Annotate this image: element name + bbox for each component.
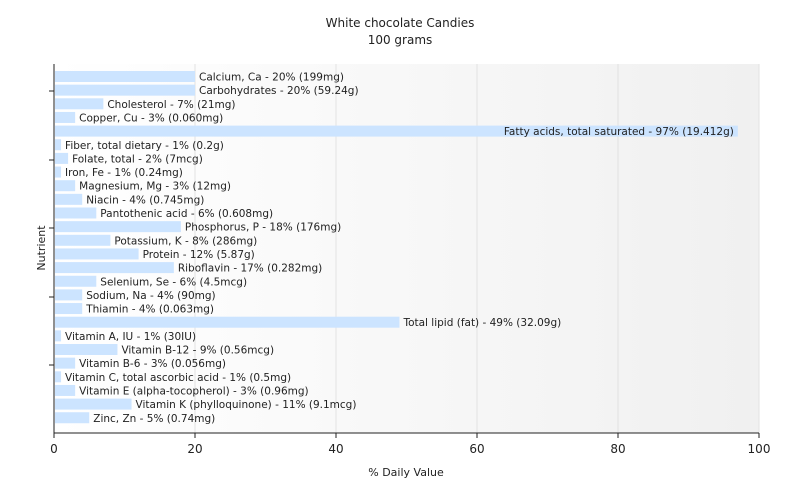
bar-label: Fiber, total dietary - 1% (0.2g) — [65, 140, 224, 152]
bar-label: Niacin - 4% (0.745mg) — [86, 194, 204, 206]
bar — [55, 84, 195, 96]
bar-label: Iron, Fe - 1% (0.24mg) — [65, 167, 183, 179]
bar-label: Vitamin K (phylloquinone) - 11% (9.1mcg) — [136, 399, 357, 411]
bar-label: Folate, total - 2% (7mcg) — [72, 153, 203, 165]
x-tick-label: 20 — [187, 442, 202, 456]
bar-label: Fatty acids, total saturated - 97% (19.4… — [504, 126, 734, 138]
bar — [55, 234, 111, 246]
bar-label: Protein - 12% (5.87g) — [143, 249, 255, 261]
bar — [55, 357, 76, 369]
bar — [55, 193, 83, 205]
bar — [55, 289, 83, 301]
bar — [55, 111, 76, 123]
bar — [55, 330, 62, 342]
bar — [55, 275, 97, 287]
bar-label: Selenium, Se - 6% (4.5mcg) — [100, 276, 247, 288]
bar-label: Cholesterol - 7% (21mg) — [107, 99, 235, 111]
bar-label: Calcium, Ca - 20% (199mg) — [199, 72, 344, 84]
bar-label: Vitamin B-12 - 9% (0.56mcg) — [121, 345, 274, 357]
bar-label: Vitamin C, total ascorbic acid - 1% (0.5… — [65, 372, 291, 384]
bar — [55, 166, 62, 178]
bar — [55, 207, 97, 219]
bar — [55, 125, 738, 137]
axes-group — [53, 64, 759, 434]
bar-label: Carbohydrates - 20% (59.24g) — [199, 85, 359, 97]
bar — [55, 316, 400, 328]
bar-label: Zinc, Zn - 5% (0.74mg) — [93, 413, 215, 425]
y-ticks-group — [49, 90, 54, 366]
bars-group — [55, 71, 738, 424]
bar-label: Riboflavin - 17% (0.282mg) — [178, 263, 322, 275]
grid-lines — [194, 64, 760, 433]
bar — [55, 98, 104, 110]
bar-label: Vitamin E (alpha-tocopherol) - 3% (0.96m… — [79, 385, 309, 397]
x-tick-label: 100 — [748, 442, 771, 456]
bar-label: Potassium, K - 8% (286mg) — [114, 235, 257, 247]
bar — [55, 398, 132, 410]
bar — [55, 139, 62, 151]
x-tick-label: 80 — [610, 442, 625, 456]
bar — [55, 412, 90, 424]
bar-label: Sodium, Na - 4% (90mg) — [86, 290, 215, 302]
bar — [55, 344, 118, 355]
bar-labels-group: Calcium, Ca - 20% (199mg)Carbohydrates -… — [65, 72, 734, 425]
bar-label: Phosphorus, P - 18% (176mg) — [185, 222, 341, 234]
x-tick-label: 0 — [50, 442, 58, 456]
bar — [55, 371, 62, 383]
plot-background — [54, 64, 759, 433]
bar — [55, 152, 69, 164]
bar-label: Vitamin B-6 - 3% (0.056mg) — [79, 358, 226, 370]
chart-subtitle: 100 grams — [368, 33, 433, 47]
x-axis-label: % Daily Value — [368, 466, 444, 479]
x-tick-label: 60 — [469, 442, 484, 456]
bar-label: Pantothenic acid - 6% (0.608mg) — [100, 208, 273, 220]
x-tick-label: 40 — [328, 442, 343, 456]
bar-label: Thiamin - 4% (0.063mg) — [85, 304, 214, 316]
chart-title: White chocolate Candies — [326, 16, 475, 30]
bar — [55, 221, 181, 233]
bar — [55, 248, 139, 260]
x-ticks-group: 0 20 40 60 80 100 — [50, 433, 770, 456]
bar-label: Copper, Cu - 3% (0.060mg) — [79, 112, 223, 124]
bar — [55, 384, 76, 396]
bar-label: Total lipid (fat) - 49% (32.09g) — [402, 317, 561, 329]
y-axis-label: Nutrient — [35, 225, 48, 271]
bar — [55, 303, 83, 315]
bar — [55, 262, 174, 274]
bar-label: Vitamin A, IU - 1% (30IU) — [65, 331, 196, 343]
bar — [55, 71, 195, 82]
bar — [55, 180, 76, 192]
bar-label: Magnesium, Mg - 3% (12mg) — [79, 181, 231, 193]
